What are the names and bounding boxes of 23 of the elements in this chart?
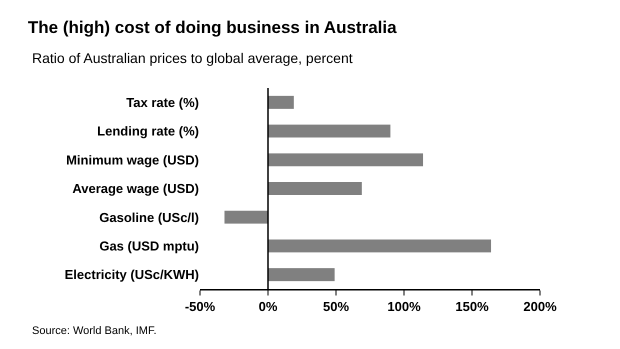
bar xyxy=(268,96,294,109)
bar xyxy=(268,239,492,252)
y-tick-label: Tax rate (%) xyxy=(126,94,199,110)
bar xyxy=(268,153,424,166)
chart-title: The (high) cost of doing business in Australia xyxy=(28,18,398,37)
y-tick-label: Gas (USD mptu) xyxy=(99,238,199,254)
y-tick-label: Electricity (USc/KWH) xyxy=(64,267,199,282)
x-tick-label: 200% xyxy=(523,299,558,314)
y-tick-label: Average wage (USD) xyxy=(72,181,199,196)
bar xyxy=(224,210,268,224)
y-tick-label: Gasoline (USc/l) xyxy=(99,210,199,225)
y-tick-label: Minimum wage (USD) xyxy=(66,152,199,168)
y-tick-label: Lending rate (%) xyxy=(97,124,199,139)
x-tick-label: 100% xyxy=(387,299,422,314)
source-note: Source: World Bank, IMF. xyxy=(32,325,157,337)
bar xyxy=(268,268,335,282)
x-tick-label: -50% xyxy=(184,299,216,314)
bar xyxy=(268,124,390,138)
chart-subtitle: Ratio of Australian prices to global average, percent xyxy=(32,50,353,66)
bar xyxy=(268,182,362,195)
x-tick-label: 150% xyxy=(455,299,490,314)
x-tick-label: 0% xyxy=(258,299,278,314)
x-tick-label: 50% xyxy=(322,299,350,314)
